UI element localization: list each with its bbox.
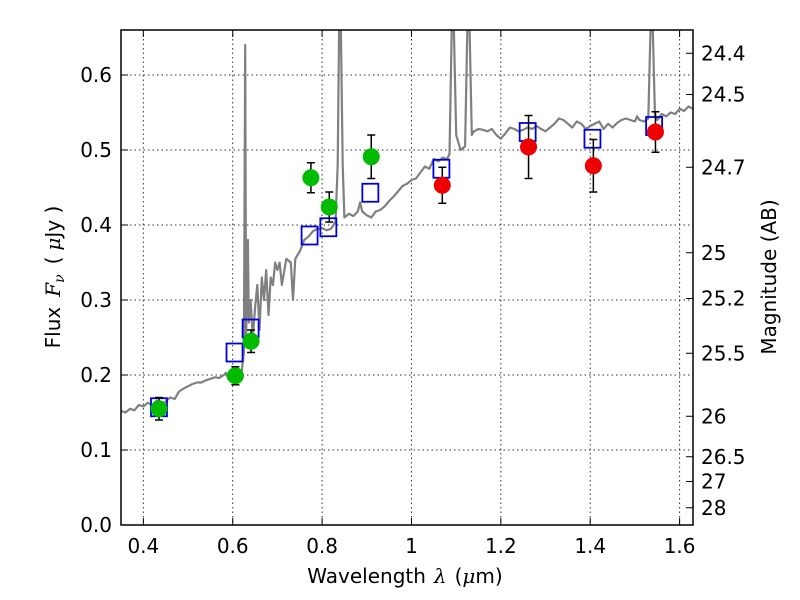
x-tick-label: 0.8 [306,534,338,558]
model-band-flux-square [361,182,380,203]
nir-observed-point [584,157,602,175]
y-tick-label: 0.5 [80,138,112,162]
grid [121,30,693,526]
y2-tick-label: 25 [701,241,726,265]
optical-observed-point [302,169,320,187]
x-axis-title: Wavelength λ (μm) [307,564,502,588]
nir-observed-point [520,138,538,156]
model-band-flux-square [225,342,244,363]
optical-observed-point [320,198,338,216]
axes: 0.4 0.6 0.8 1 1.2 1.4 1.6 0.0 0.1 0.2 0.3 0.4 0.5 0.6… [80,30,746,558]
y2-axis-title: Magnitude (AB) [757,199,781,354]
y-tick-label: 0.3 [80,288,112,312]
x-tick-label: 0.6 [217,534,249,558]
nir-observed-point [433,176,451,194]
plot-frame [120,29,694,526]
y2-tick-label: 26 [701,404,726,428]
y2-tick-label: 28 [701,496,726,520]
model-band-flux-square [319,217,338,238]
y2-tick-label: 25.5 [701,341,746,365]
optical-observed-point [242,332,260,350]
y-tick-label: 0.2 [80,363,112,387]
y2-tick-label: 24.5 [701,83,746,107]
model-band-flux-square [583,128,602,149]
x-tick-label: 1.6 [664,534,696,558]
model-band-flux-square [300,225,319,246]
nir-observed-point [646,123,664,141]
y-tick-label: 0.0 [80,513,112,537]
y-axis-title: FluxFν(μJy ) [41,206,68,349]
y2-tick-label: 24.4 [701,41,746,65]
x-tick-label: 1.4 [574,534,606,558]
y-tick-label: 0.4 [80,213,112,237]
y-tick-label: 0.1 [80,438,112,462]
x-tick-label: 1 [405,534,418,558]
optical-observed-point [362,148,380,166]
optical-observed-point [150,400,168,418]
x-tick-label: 0.4 [127,534,159,558]
y2-tick-label: 26.5 [701,445,746,469]
plot-area [121,30,693,421]
y2-tick-label: 25.2 [701,287,746,311]
optical-observed-point [226,367,244,385]
y-tick-label: 0.6 [80,63,112,87]
x-tick-label: 1.2 [485,534,517,558]
y2-tick-label: 24.7 [701,155,746,179]
y2-tick-label: 27 [701,470,726,494]
